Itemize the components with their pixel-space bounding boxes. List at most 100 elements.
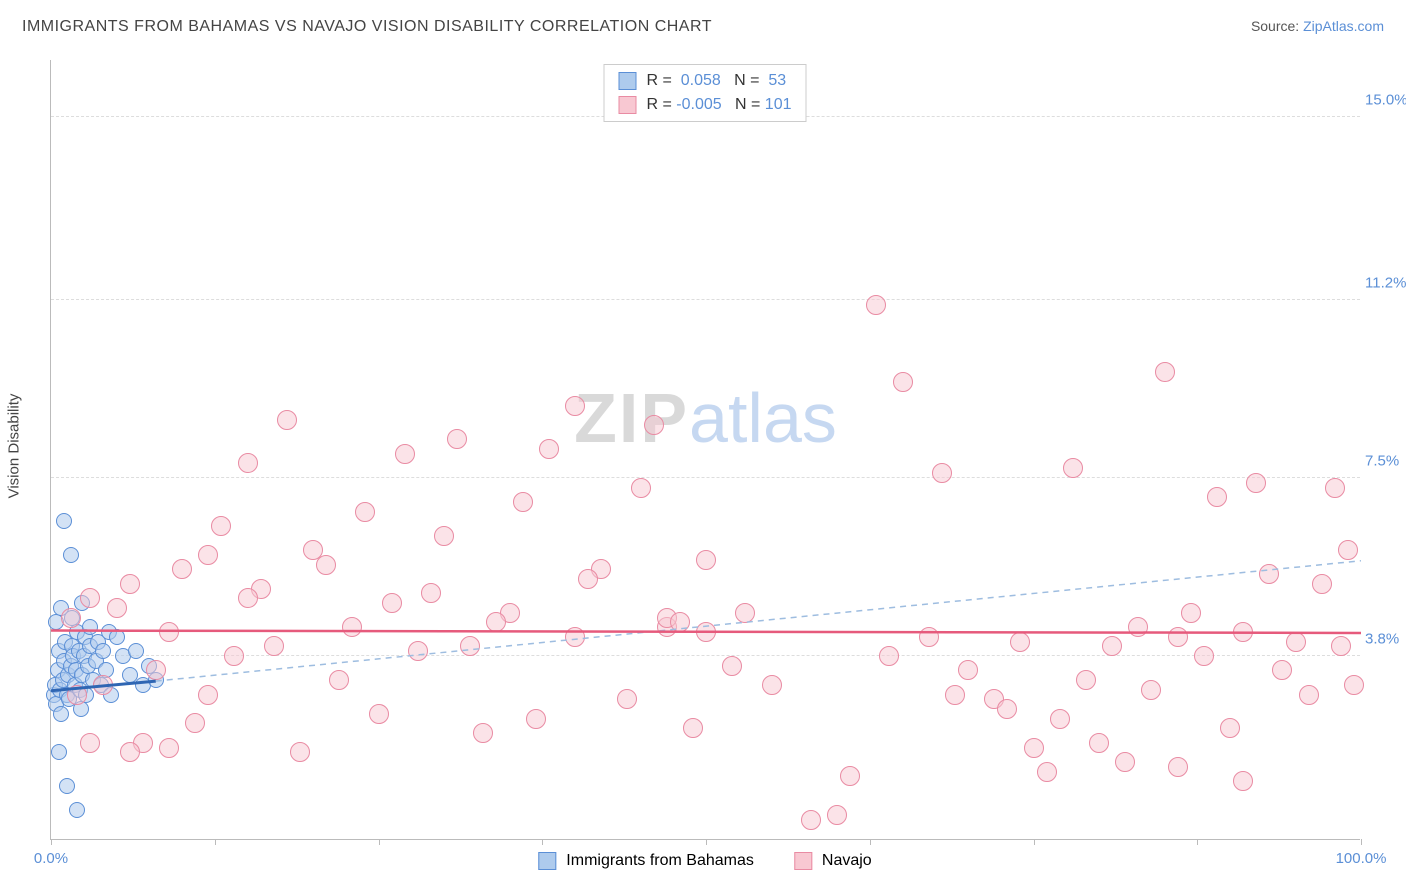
gridline [51,655,1360,656]
y-tick-label: 11.2% [1365,274,1406,291]
data-point [1312,574,1332,594]
legend-series-label: Navajo [822,852,872,870]
legend-stats: R = 0.058 N = 53R = -0.005 N = 101 [604,64,807,122]
y-tick-label: 3.8% [1365,631,1406,648]
data-point [59,778,75,794]
data-point [762,675,782,695]
x-tick-mark [1361,839,1362,845]
data-point [644,415,664,435]
x-tick-label: 0.0% [34,850,68,867]
legend-series-item: Immigrants from Bahamas [538,852,754,870]
data-point [1207,487,1227,507]
gridline [51,299,1360,300]
data-point [827,805,847,825]
data-point [224,646,244,666]
data-point [198,685,218,705]
data-point [526,709,546,729]
data-point [1010,632,1030,652]
plot-box: ZIPatlas 3.8%7.5%11.2%15.0%0.0%100.0% [50,60,1360,840]
data-point [159,622,179,642]
data-point [631,478,651,498]
x-tick-mark [379,839,380,845]
legend-swatch [619,96,637,114]
chart-plot-area: ZIPatlas 3.8%7.5%11.2%15.0%0.0%100.0% R … [50,60,1360,840]
data-point [1299,685,1319,705]
data-point [1141,680,1161,700]
trend-layer [51,60,1361,840]
data-point [1194,646,1214,666]
data-point [1220,718,1240,738]
data-point [997,699,1017,719]
data-point [447,429,467,449]
data-point [434,526,454,546]
data-point [866,295,886,315]
y-axis-label: Vision Disability [6,394,23,499]
data-point [460,636,480,656]
data-point [565,627,585,647]
data-point [408,641,428,661]
x-tick-mark [706,839,707,845]
data-point [355,502,375,522]
watermark: ZIPatlas [574,378,837,458]
data-point [1168,757,1188,777]
data-point [342,617,362,637]
data-point [277,410,297,430]
source-link[interactable]: ZipAtlas.com [1303,18,1384,34]
data-point [264,636,284,656]
trend-line-dashed [156,561,1361,681]
data-point [61,608,81,628]
data-point [1344,675,1364,695]
gridline [51,477,1360,478]
data-point [172,559,192,579]
data-point [1168,627,1188,647]
data-point [801,810,821,830]
legend-swatch [619,72,637,90]
data-point [1063,458,1083,478]
legend-series: Immigrants from Bahamas Navajo [538,852,871,870]
data-point [421,583,441,603]
data-point [51,744,67,760]
legend-swatch [538,852,556,870]
legend-series-item: Navajo [794,852,872,870]
data-point [1089,733,1109,753]
data-point [578,569,598,589]
data-point [683,718,703,738]
data-point [486,612,506,632]
data-point [1155,362,1175,382]
data-point [1181,603,1201,623]
data-point [1325,478,1345,498]
data-point [473,723,493,743]
data-point [539,439,559,459]
data-point [146,660,166,680]
data-point [198,545,218,565]
data-point [1076,670,1096,690]
x-tick-mark [1034,839,1035,845]
data-point [919,627,939,647]
y-tick-label: 15.0% [1365,91,1406,108]
data-point [185,713,205,733]
data-point [1102,636,1122,656]
data-point [82,619,98,635]
data-point [63,547,79,563]
data-point [128,643,144,659]
data-point [53,706,69,722]
data-point [80,733,100,753]
data-point [382,593,402,613]
data-point [565,396,585,416]
data-point [932,463,952,483]
data-point [95,643,111,659]
data-point [1246,473,1266,493]
data-point [1233,622,1253,642]
data-point [670,612,690,632]
x-tick-mark [870,839,871,845]
x-tick-mark [1197,839,1198,845]
data-point [211,516,231,536]
data-point [1331,636,1351,656]
data-point [945,685,965,705]
data-point [159,738,179,758]
legend-stat-row: R = 0.058 N = 53 [619,69,792,93]
data-point [67,685,87,705]
legend-stat-row: R = -0.005 N = 101 [619,93,792,117]
legend-r-label: R = -0.005 N = 101 [647,93,792,117]
data-point [696,622,716,642]
